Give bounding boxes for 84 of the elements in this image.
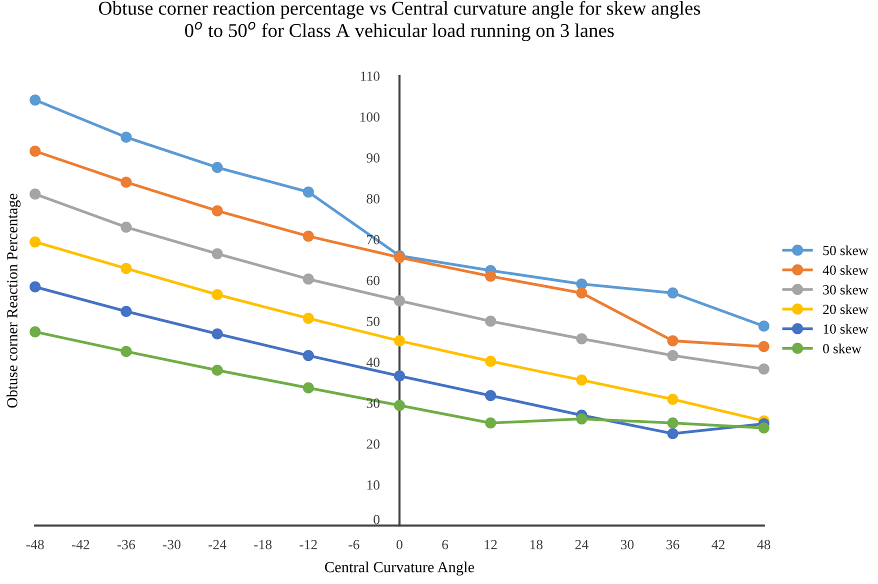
point [120,262,132,274]
point [302,274,314,285]
point [30,146,41,157]
point [394,370,406,382]
x-axis-title: Central Curvature Angle [325,562,474,576]
point [302,230,314,242]
y-tick-label: 20 [366,439,380,449]
point [30,281,41,292]
legend-label: 40 skew [822,265,868,275]
x-tick-label: 48 [757,540,770,550]
point [758,340,770,352]
point [30,326,41,338]
point [212,162,223,174]
y-tick-label: 80 [366,194,380,204]
point [120,346,132,358]
y-tick-label: 90 [366,153,380,163]
point [30,94,41,106]
x-tick-label: -30 [163,540,180,550]
x-tick-label: 12 [484,540,497,550]
y-tick-label: 60 [366,276,380,286]
point [576,413,588,424]
y-tick-label: 50 [366,316,380,326]
point [120,222,132,233]
point [394,295,406,306]
point [758,422,770,434]
x-tick-label: 36 [666,540,680,550]
point [212,328,223,340]
point [667,417,678,429]
y-tick-label: 100 [360,112,380,122]
x-tick-label: 30 [620,540,634,550]
point [120,132,132,143]
legend-label: 0 skew [823,344,862,354]
point [576,287,588,299]
y-tick-label: 40 [366,358,380,368]
point [212,248,223,260]
point [485,316,496,327]
point [394,335,406,346]
y-tick-label: 10 [367,480,380,490]
point [30,188,41,200]
point [212,364,223,376]
x-tick-label: -48 [26,540,44,550]
x-tick-label: 24 [575,540,588,550]
point [667,350,678,362]
point [212,205,223,216]
x-tick-label: -18 [254,540,272,550]
point [485,270,496,282]
point [302,186,314,198]
x-tick-label: 18 [530,540,543,550]
point [576,374,588,386]
point [667,287,678,299]
legend-label: 10 skew [824,324,868,334]
point [667,335,678,346]
x-tick-label: -6 [348,540,360,550]
point [758,320,770,332]
point [576,333,588,344]
point [120,306,132,317]
point [485,390,496,402]
y-tick-label: 0 [374,514,380,524]
point [394,400,406,411]
x-tick-label: -24 [208,540,226,550]
point [485,417,496,429]
point [302,350,314,362]
x-tick-label: 42 [712,540,724,550]
point [30,236,41,248]
point [667,428,678,440]
point [302,382,314,394]
legend-label: 20 skew [823,304,868,314]
x-tick-label: -36 [117,540,136,550]
legend-label: 50 skew [823,245,868,256]
legend-label: 30 skew [823,284,868,294]
x-tick-label: -12 [300,540,317,550]
point [212,289,223,300]
x-tick-label: 6 [442,540,448,550]
y-axis-title: Obtuse corner Reaction Percentage [6,194,21,408]
point [758,363,770,375]
point [576,278,588,290]
y-tick-label: 110 [360,72,380,81]
x-tick-label: 0 [396,540,402,550]
point [667,394,678,405]
point [485,356,496,367]
point [120,176,132,188]
chart-title: Obtuse corner reaction percentage vs Central curvature angle for skew angles 0$^{o}$ to 50$^{o}$ for Class A vehicular load running on 3 lanes [99,0,700,42]
point [302,312,314,324]
x-tick-label: -42 [72,540,90,550]
